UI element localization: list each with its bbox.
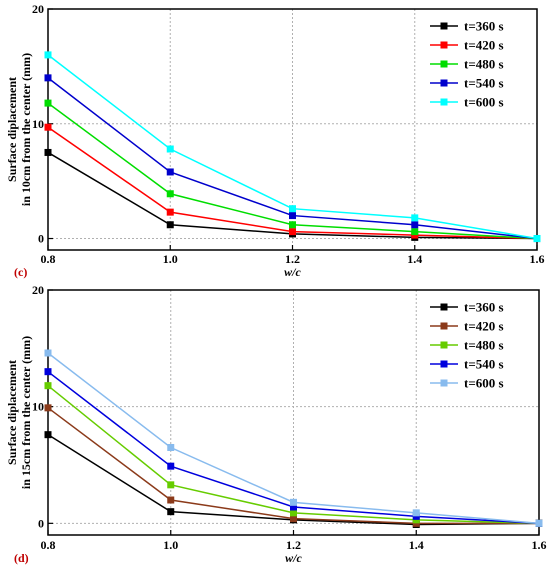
data-point: [290, 498, 297, 506]
data-point: [290, 503, 297, 511]
y-axis-label-line-2: in 15cm from the center (mm): [19, 336, 33, 489]
legend-swatch-marker: [440, 22, 448, 30]
data-point: [290, 509, 297, 517]
data-point: [166, 208, 174, 216]
y-axis-label-line-1: Surface diplacement: [5, 360, 19, 465]
legend-entry-label: t=420 s: [464, 319, 504, 334]
data-point: [289, 221, 296, 229]
series-5: [44, 349, 543, 527]
data-point: [44, 148, 52, 156]
data-point: [167, 481, 175, 489]
legend-entry-label: t=600 s: [464, 376, 504, 391]
x-tick-label: 1.0: [163, 538, 178, 552]
data-point: [535, 519, 543, 527]
data-point: [44, 99, 52, 107]
data-point: [44, 51, 52, 59]
data-point: [44, 74, 52, 82]
data-point: [289, 228, 296, 236]
x-tick-label: 1.6: [530, 252, 545, 266]
data-point: [412, 509, 420, 517]
legend-entry-label: t=360 s: [464, 19, 504, 34]
y-axis-label-line-1: Surface diplacement: [5, 77, 19, 182]
data-point: [411, 214, 419, 222]
panel-label: (d): [14, 551, 29, 565]
data-point: [166, 145, 174, 153]
legend-swatch-marker: [440, 303, 448, 311]
x-axis-label: w/c: [285, 551, 302, 565]
legend-entry-label: t=540 s: [464, 76, 504, 91]
x-tick-label: 0.8: [41, 252, 56, 266]
data-point: [167, 462, 175, 470]
legend-swatch-marker: [440, 79, 448, 87]
data-point: [411, 221, 419, 229]
y-tick-label: 10: [32, 400, 44, 414]
legend-swatch-marker: [440, 98, 448, 106]
data-point: [44, 123, 52, 131]
data-point: [166, 221, 174, 229]
legend-entry-label: t=360 s: [464, 300, 504, 315]
legend-entry-label: t=420 s: [464, 38, 504, 53]
data-point: [167, 444, 175, 451]
legend-swatch-marker: [440, 341, 448, 349]
legend-swatch-marker: [440, 41, 448, 49]
legend: t=360 s t=420 s t=480 s t=540 s t=600 s: [430, 300, 504, 391]
y-tick-label: 0: [38, 232, 44, 246]
data-point: [44, 404, 52, 412]
legend-swatch-marker: [440, 322, 448, 330]
x-tick-label: 1.6: [532, 538, 547, 552]
chart-panel-2: 0.8 1.0 1.2 1.4 1.6 0 10 20 w/c (d) Surface diplac…: [5, 283, 547, 565]
data-point: [166, 168, 174, 176]
y-tick-label: 20: [32, 2, 44, 16]
data-point: [533, 235, 541, 243]
data-point: [44, 382, 52, 390]
legend-swatch-marker: [440, 360, 448, 368]
data-point: [289, 205, 296, 213]
legend-entry-label: t=480 s: [464, 57, 504, 72]
x-tick-label: 1.0: [163, 252, 178, 266]
legend-swatch-marker: [440, 60, 448, 68]
legend-entry-label: t=600 s: [464, 95, 504, 110]
data-point: [411, 228, 419, 236]
y-tick-label: 0: [38, 516, 44, 530]
data-point: [44, 349, 52, 357]
x-axis-label: w/c: [284, 265, 301, 279]
x-tick-label: 1.2: [286, 538, 301, 552]
legend: t=360 s t=420 s t=480 s t=540 s t=600 s: [430, 19, 504, 110]
legend-entry-label: t=540 s: [464, 357, 504, 372]
y-tick-label: 20: [32, 283, 44, 297]
x-tick-label: 0.8: [41, 538, 56, 552]
data-point: [290, 515, 297, 523]
series-5: [44, 51, 541, 243]
data-point: [289, 212, 296, 220]
x-tick-label: 1.4: [409, 538, 424, 552]
x-tick-label: 1.2: [285, 252, 300, 266]
chart-panel-1: 0.8 1.0 1.2 1.4 1.6 0 10 20 w/c (c) Surface diplac…: [5, 2, 545, 279]
x-tick-label: 1.4: [407, 252, 422, 266]
data-point: [166, 190, 174, 198]
legend-swatch-marker: [440, 379, 448, 387]
data-point: [167, 508, 175, 516]
y-axis-label-line-2: in 10cm from the center (mm): [19, 53, 33, 206]
y-tick-label: 10: [32, 117, 44, 131]
data-point: [167, 496, 175, 504]
data-point: [44, 368, 52, 376]
legend-entry-label: t=480 s: [464, 338, 504, 353]
panel-label: (c): [14, 265, 27, 279]
data-point: [44, 431, 52, 439]
